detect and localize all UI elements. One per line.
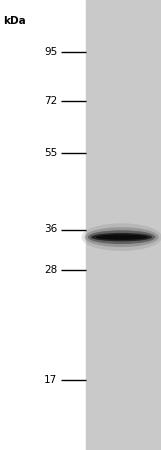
Text: kDa: kDa [3,16,26,26]
Ellipse shape [91,233,152,241]
Text: 72: 72 [44,96,57,106]
Ellipse shape [81,223,161,251]
Text: 95: 95 [44,47,57,57]
Ellipse shape [88,230,155,244]
Text: 17: 17 [44,375,57,385]
Text: 55: 55 [44,148,57,158]
Text: 28: 28 [44,265,57,275]
Ellipse shape [85,227,159,247]
Text: 36: 36 [44,225,57,234]
Ellipse shape [96,234,147,240]
Bar [86,0,161,450]
